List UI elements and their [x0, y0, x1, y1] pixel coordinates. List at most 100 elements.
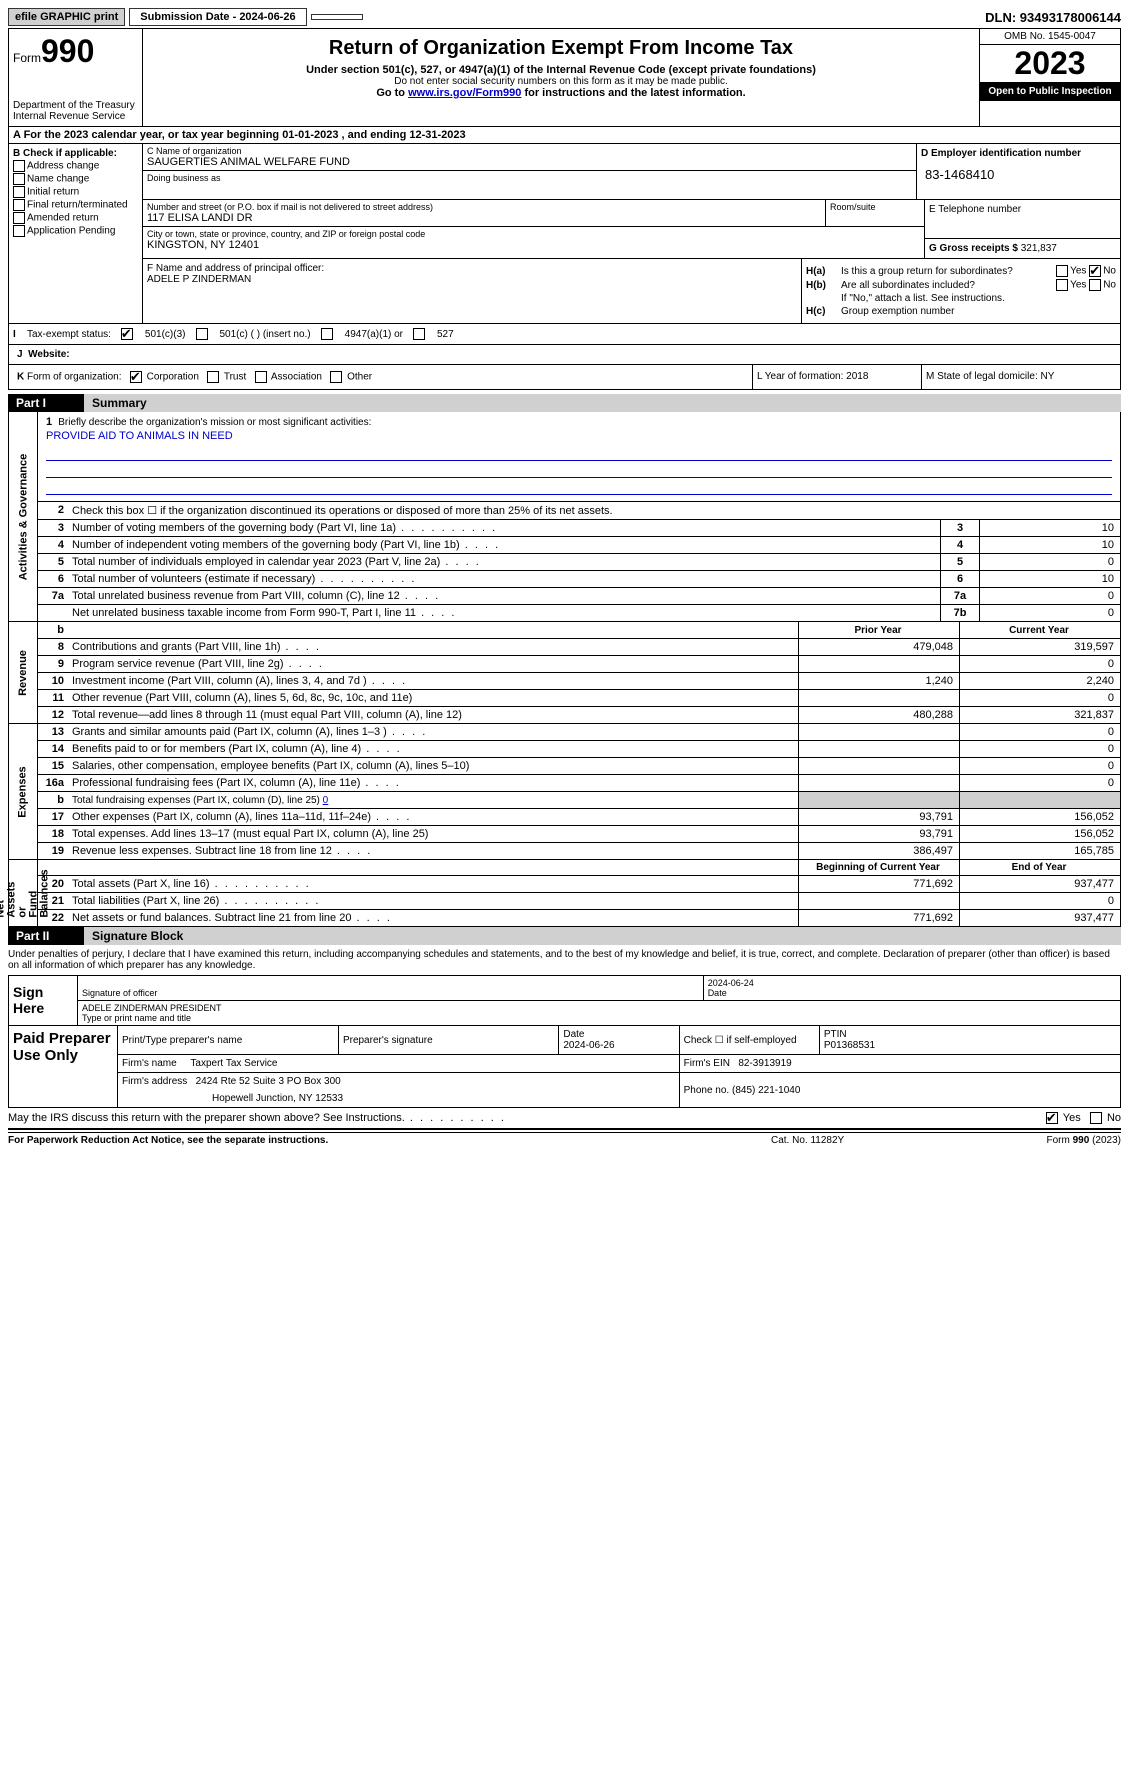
- ein-label: D Employer identification number: [921, 148, 1116, 159]
- cat-no: Cat. No. 11282Y: [771, 1135, 971, 1146]
- officer-name: ADELE P ZINDERMAN: [147, 274, 797, 285]
- prep-sig-label: Preparer's signature: [338, 1026, 558, 1055]
- cb-501c3[interactable]: [121, 328, 133, 340]
- ha-yes[interactable]: [1056, 265, 1068, 277]
- org-name: SAUGERTIES ANIMAL WELFARE FUND: [147, 156, 912, 168]
- hb-yes[interactable]: [1056, 279, 1068, 291]
- firm-name: Firm's name Taxpert Tax Service: [118, 1055, 679, 1073]
- line-4: 4Number of independent voting members of…: [38, 537, 1120, 554]
- h-b-note: If "No," attach a list. See instructions…: [806, 293, 1116, 304]
- section-b-title: B Check if applicable:: [13, 148, 138, 159]
- mission-block: 1 Briefly describe the organization's mi…: [38, 412, 1120, 501]
- form-ref: Form 990 (2023): [971, 1135, 1121, 1146]
- cb-amended[interactable]: Amended return: [13, 212, 138, 224]
- prep-self-employed[interactable]: Check ☐ if self-employed: [679, 1026, 819, 1055]
- discuss-no[interactable]: [1090, 1112, 1102, 1124]
- org-info-block: B Check if applicable: Address change Na…: [8, 144, 1121, 324]
- line-5: 5Total number of individuals employed in…: [38, 554, 1120, 571]
- h-a-line: H(a) Is this a group return for subordin…: [806, 265, 1116, 277]
- line-14: 14Benefits paid to or for members (Part …: [38, 741, 1120, 758]
- cb-trust[interactable]: [207, 371, 219, 383]
- dba-cell: Doing business as: [143, 171, 916, 199]
- h-c-line: H(c)Group exemption number: [806, 306, 1116, 317]
- summary-net-assets: Net Assets or Fund Balances Beginning of…: [8, 860, 1121, 927]
- addr-street-cell: Number and street (or P.O. box if mail i…: [143, 200, 924, 227]
- blank-button: [311, 14, 363, 20]
- irs-link[interactable]: www.irs.gov/Form990: [408, 87, 521, 99]
- ein-value: 83-1468410: [921, 159, 1116, 190]
- state-domicile: M State of legal domicile: NY: [922, 365, 1120, 389]
- line-7a: 7aTotal unrelated business revenue from …: [38, 588, 1120, 605]
- addr-city: KINGSTON, NY 12401: [147, 239, 920, 251]
- mission-text: PROVIDE AID TO ANIMALS IN NEED: [46, 428, 1112, 444]
- cb-4947[interactable]: [321, 328, 333, 340]
- perjury-statement: Under penalties of perjury, I declare th…: [8, 945, 1121, 975]
- vtab-expenses: Expenses: [9, 724, 38, 859]
- discuss-yes[interactable]: [1046, 1112, 1058, 1124]
- efile-button[interactable]: efile GRAPHIC print: [8, 8, 125, 26]
- addr-street: 117 ELISA LANDI DR: [147, 212, 821, 224]
- page-footer: For Paperwork Reduction Act Notice, see …: [8, 1132, 1121, 1146]
- mission-line: [46, 446, 1112, 461]
- paid-preparer-label: Paid Preparer Use Only: [9, 1026, 118, 1107]
- form-subtitle-3: Go to www.irs.gov/Form990 for instructio…: [147, 87, 975, 99]
- org-name-cell: C Name of organization SAUGERTIES ANIMAL…: [143, 144, 916, 171]
- row-a-tax-year: A For the 2023 calendar year, or tax yea…: [8, 127, 1121, 144]
- sign-here-block: Sign Here Signature of officer 2024-06-2…: [8, 975, 1121, 1026]
- ha-no[interactable]: [1089, 265, 1101, 277]
- omb-number: OMB No. 1545-0047: [980, 29, 1120, 45]
- cb-527[interactable]: [413, 328, 425, 340]
- tax-exempt-status: I Tax-exempt status: 501(c)(3) 501(c) ( …: [9, 324, 1120, 344]
- submission-date: Submission Date - 2024-06-26: [129, 8, 306, 26]
- sign-here-label: Sign Here: [9, 976, 78, 1025]
- prep-name-label: Print/Type preparer's name: [118, 1026, 338, 1055]
- hb-no[interactable]: [1089, 279, 1101, 291]
- h-b-line: H(b) Are all subordinates included? Yes …: [806, 279, 1116, 291]
- cb-501c[interactable]: [196, 328, 208, 340]
- dept-label: Department of the Treasury Internal Reve…: [13, 100, 138, 122]
- cb-association[interactable]: [255, 371, 267, 383]
- firm-ein: Firm's EIN 82-3913919: [679, 1055, 1120, 1073]
- mission-line: [46, 480, 1112, 495]
- cb-name-change[interactable]: Name change: [13, 173, 138, 185]
- line-6: 6Total number of volunteers (estimate if…: [38, 571, 1120, 588]
- line-22: 22Net assets or fund balances. Subtract …: [38, 910, 1120, 927]
- cb-address-change[interactable]: Address change: [13, 160, 138, 172]
- line-9: 9Program service revenue (Part VIII, lin…: [38, 656, 1120, 673]
- cb-other[interactable]: [330, 371, 342, 383]
- vtab-net-assets: Net Assets or Fund Balances: [9, 860, 38, 926]
- top-bar: efile GRAPHIC print Submission Date - 20…: [8, 8, 1121, 26]
- addr-city-cell: City or town, state or province, country…: [143, 227, 924, 253]
- line-7b: Net unrelated business taxable income fr…: [38, 605, 1120, 622]
- open-public-badge: Open to Public Inspection: [980, 82, 1120, 101]
- gross-receipts: G Gross receipts $ 321,837: [925, 239, 1120, 258]
- summary-revenue: Revenue bPrior YearCurrent Year 8Contrib…: [8, 622, 1121, 724]
- paperwork-notice: For Paperwork Reduction Act Notice, see …: [8, 1135, 771, 1146]
- cb-app-pending[interactable]: Application Pending: [13, 225, 138, 237]
- form-header: Form990 Department of the Treasury Inter…: [8, 28, 1121, 127]
- line-10: 10Investment income (Part VIII, column (…: [38, 673, 1120, 690]
- form-subtitle-2: Do not enter social security numbers on …: [147, 76, 975, 87]
- form-subtitle-1: Under section 501(c), 527, or 4947(a)(1)…: [147, 64, 975, 76]
- governance-table: 2Check this box ☐ if the organization di…: [38, 501, 1120, 621]
- ijk-block: I Tax-exempt status: 501(c)(3) 501(c) ( …: [8, 324, 1121, 390]
- cb-final-return[interactable]: Final return/terminated: [13, 199, 138, 211]
- net-header: Beginning of Current YearEnd of Year: [38, 860, 1120, 876]
- telephone-label: E Telephone number: [925, 200, 1120, 239]
- line-13: 13Grants and similar amounts paid (Part …: [38, 724, 1120, 741]
- part-1-header: Part ISummary: [8, 394, 1121, 412]
- expenses-table: 13Grants and similar amounts paid (Part …: [38, 724, 1120, 859]
- room-suite-label: Room/suite: [825, 200, 924, 226]
- form-title: Return of Organization Exempt From Incom…: [147, 37, 975, 60]
- prep-ptin: PTINP01368531: [819, 1026, 1120, 1055]
- net-assets-table: Beginning of Current YearEnd of Year 20T…: [38, 860, 1120, 926]
- website-row: J Website:: [9, 345, 1120, 365]
- line-20: 20Total assets (Part X, line 16)771,6929…: [38, 876, 1120, 893]
- mission-line: [46, 463, 1112, 478]
- revenue-table: bPrior YearCurrent Year 8Contributions a…: [38, 622, 1120, 723]
- cb-initial-return[interactable]: Initial return: [13, 186, 138, 198]
- prep-date: Date2024-06-26: [559, 1026, 679, 1055]
- vtab-revenue: Revenue: [9, 622, 38, 723]
- form-prefix: Form: [13, 51, 41, 65]
- cb-corporation[interactable]: [130, 371, 142, 383]
